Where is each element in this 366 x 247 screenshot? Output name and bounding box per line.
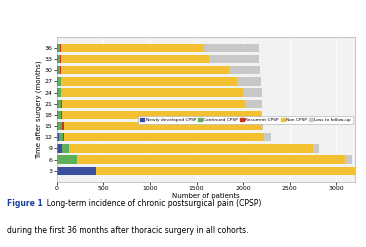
Bar [243, 88, 262, 97]
X-axis label: Number of patients: Number of patients [172, 193, 240, 200]
Bar [58, 88, 61, 97]
Bar [61, 77, 237, 85]
Bar [57, 111, 58, 119]
Text: during the first 36 months after thoracic surgery in all cohorts.: during the first 36 months after thoraci… [7, 226, 249, 235]
Bar [244, 100, 262, 108]
Y-axis label: Time after surgery (months): Time after surgery (months) [35, 60, 42, 159]
Bar [61, 88, 243, 97]
Bar [60, 44, 61, 52]
Bar [261, 111, 262, 119]
Bar [59, 133, 63, 142]
Bar [96, 166, 355, 175]
Bar [58, 55, 60, 63]
Bar [61, 44, 203, 52]
Bar [57, 77, 58, 85]
Bar [63, 133, 64, 142]
Bar [57, 100, 58, 108]
Bar [229, 66, 260, 74]
Bar [57, 55, 58, 63]
Bar [262, 122, 263, 130]
Bar [64, 133, 264, 142]
Bar [77, 155, 345, 164]
Bar [61, 55, 209, 63]
Bar [58, 44, 60, 52]
Bar [61, 66, 229, 74]
Bar [57, 133, 59, 142]
Bar [58, 111, 61, 119]
Bar [203, 44, 258, 52]
Bar [62, 100, 244, 108]
Bar [237, 77, 261, 85]
Bar [58, 77, 61, 85]
Bar [60, 55, 61, 63]
Bar [61, 111, 62, 119]
Bar [313, 144, 319, 153]
Bar [57, 144, 62, 153]
Bar [264, 133, 271, 142]
Bar [57, 44, 58, 52]
Text: Figure 1: Figure 1 [7, 199, 43, 208]
Bar [62, 111, 261, 119]
Bar [60, 66, 61, 74]
Bar [57, 66, 58, 74]
Legend: Newly developed CPSP, Continued CPSP, Recurrent CPSP, Non CPSP, Loss to follow-u: Newly developed CPSP, Continued CPSP, Re… [138, 116, 353, 124]
Bar [57, 122, 58, 130]
Bar [58, 66, 60, 74]
Bar [62, 144, 69, 153]
Text: Long-term incidence of chronic postsurgical pain (CPSP): Long-term incidence of chronic postsurgi… [42, 199, 261, 208]
Bar [69, 144, 313, 153]
Bar [61, 100, 62, 108]
Bar [64, 122, 262, 130]
Bar [57, 166, 96, 175]
Bar [58, 100, 61, 108]
Bar [345, 155, 352, 164]
Bar [209, 55, 259, 63]
Bar [57, 155, 77, 164]
Bar [62, 122, 64, 130]
Bar [58, 122, 62, 130]
Bar [57, 88, 58, 97]
